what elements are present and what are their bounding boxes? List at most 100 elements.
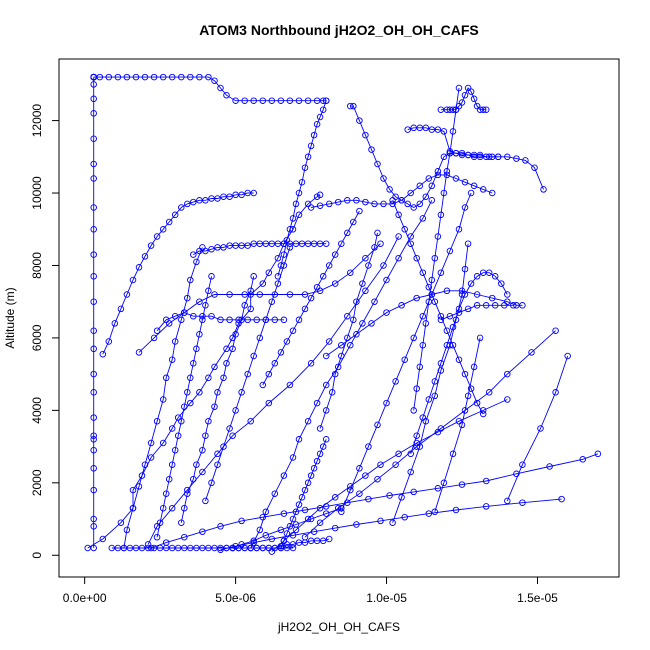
series-layer: [84, 73, 602, 555]
data-point: [476, 153, 484, 161]
data-point: [289, 215, 297, 222]
data-point: [286, 97, 294, 104]
data-point: [307, 472, 315, 479]
data-point: [461, 91, 469, 99]
data-point: [422, 193, 430, 200]
data-point: [455, 84, 463, 92]
series-36: [437, 302, 517, 324]
data-point: [286, 244, 294, 251]
series-line: [250, 200, 433, 549]
data-point: [437, 312, 445, 320]
data-point: [319, 443, 327, 450]
data-point: [461, 291, 469, 298]
data-point: [208, 245, 215, 253]
data-point: [138, 544, 146, 552]
data-point: [262, 508, 270, 516]
data-point: [437, 360, 445, 367]
data-point: [531, 164, 538, 171]
data-point: [211, 363, 218, 371]
data-point: [304, 479, 312, 487]
data-point: [464, 392, 472, 400]
data-point: [232, 331, 239, 338]
data-point: [90, 251, 97, 258]
data-point: [199, 528, 206, 535]
data-point: [338, 341, 345, 349]
series-line: [392, 243, 469, 523]
data-point: [90, 414, 97, 421]
data-point: [425, 510, 433, 517]
data-point: [374, 421, 381, 429]
data-point: [147, 439, 155, 447]
data-point: [344, 312, 351, 320]
data-point: [199, 468, 206, 476]
data-point: [295, 436, 303, 443]
data-point: [522, 157, 529, 164]
data-point: [371, 200, 378, 208]
data-point: [274, 280, 282, 287]
data-point: [485, 389, 493, 396]
series-line: [87, 194, 321, 549]
data-point: [286, 523, 294, 530]
series-28: [190, 240, 330, 258]
data-point: [443, 168, 451, 175]
data-point: [202, 432, 209, 439]
data-point: [307, 204, 315, 211]
data-point: [280, 510, 288, 517]
data-point: [147, 454, 155, 461]
data-point: [319, 537, 327, 545]
data-point: [428, 291, 436, 298]
data-point: [458, 99, 466, 106]
data-point: [422, 124, 430, 132]
data-point: [307, 294, 315, 302]
series-line: [193, 243, 327, 255]
data-point: [283, 530, 291, 537]
data-point: [90, 175, 97, 182]
data-point: [196, 298, 203, 305]
data-point: [184, 389, 191, 396]
data-point: [365, 443, 372, 450]
data-point: [434, 233, 442, 240]
series-4: [338, 189, 475, 516]
data-point: [135, 264, 143, 271]
data-point: [455, 226, 463, 233]
data-point: [510, 302, 517, 309]
data-point: [295, 316, 303, 324]
data-point: [398, 197, 405, 204]
data-point: [386, 186, 393, 193]
data-point: [214, 461, 221, 468]
data-point: [165, 218, 173, 226]
data-point: [461, 178, 469, 186]
data-point: [250, 189, 257, 197]
data-point: [90, 432, 97, 439]
series-16: [202, 244, 294, 505]
data-point: [455, 305, 463, 313]
data-point: [196, 389, 203, 396]
data-point: [362, 472, 369, 479]
data-point: [295, 211, 303, 219]
data-point: [295, 501, 303, 508]
data-point: [537, 425, 544, 432]
data-point: [286, 291, 294, 298]
data-point: [334, 198, 342, 206]
data-point: [410, 204, 417, 211]
series-line: [262, 210, 360, 386]
y-axis: 0 2000 4000 6000 8000 10000 12000: [30, 104, 60, 559]
data-point: [265, 399, 273, 407]
data-point: [443, 287, 451, 295]
series-25: [410, 84, 463, 414]
data-point: [464, 240, 472, 247]
data-point: [407, 450, 414, 458]
data-point: [205, 374, 212, 382]
data-point: [413, 385, 420, 392]
data-point: [208, 479, 215, 487]
data-point: [485, 153, 493, 161]
y-tick-label: 0: [30, 552, 44, 559]
data-point: [90, 160, 97, 168]
data-point: [105, 338, 113, 345]
y-tick-label: 6000: [30, 324, 44, 351]
series-14: [316, 229, 381, 432]
data-point: [165, 475, 173, 483]
data-point: [359, 320, 366, 327]
data-point: [431, 298, 439, 305]
data-point: [268, 298, 276, 305]
